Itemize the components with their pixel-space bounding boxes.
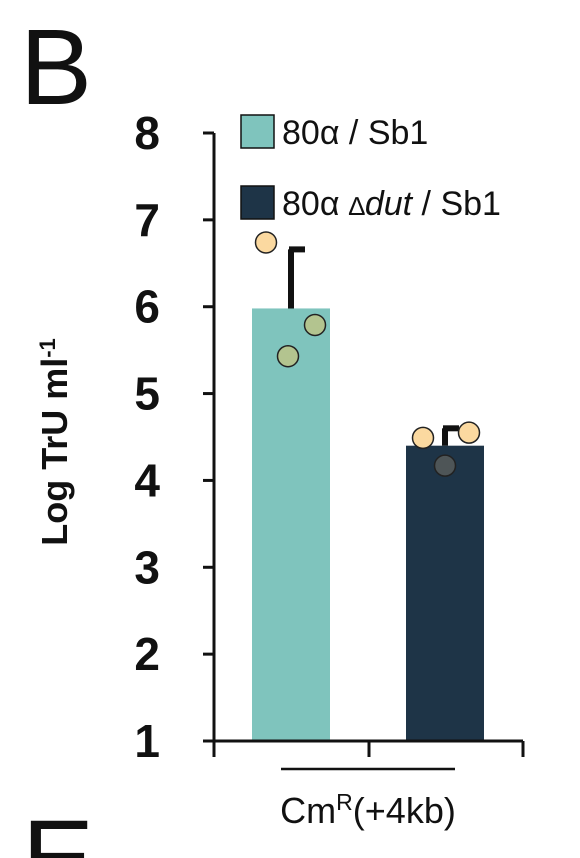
y-axis-ticks: 1 2 3 4 5 6 7 8 — [134, 107, 214, 767]
legend-label-wild-type: 80α / Sb1 — [282, 114, 428, 152]
y-tick-label: 2 — [134, 628, 160, 680]
next-panel-letter: E — [22, 797, 94, 858]
legend-label-dut-mutant: 80α ∆dut / Sb1 — [282, 185, 501, 223]
y-tick-label: 5 — [134, 368, 160, 420]
data-point — [457, 421, 481, 444]
data-point — [411, 426, 435, 450]
legend-swatch-dut-mutant — [240, 185, 275, 220]
error-bars — [288, 246, 459, 446]
y-tick-label: 7 — [134, 194, 160, 246]
y-tick-label: 1 — [134, 715, 160, 767]
bars — [252, 308, 484, 741]
y-tick-label: 8 — [134, 107, 160, 159]
bar — [406, 445, 484, 741]
legend-label-dut-prefix: 80α — [282, 185, 349, 223]
legend: 80α / Sb1 80α ∆dut / Sb1 — [240, 114, 501, 223]
data-point — [254, 231, 278, 254]
y-axis-title: Log TrU ml-1 — [34, 338, 75, 546]
data-points — [254, 231, 481, 477]
y-axis-title-main: Log TrU ml — [34, 358, 75, 546]
data-point — [276, 344, 300, 368]
y-tick-label: 3 — [134, 541, 160, 593]
x-label-suffix: (+4kb) — [353, 790, 456, 831]
legend-label-dut-suffix: / Sb1 — [412, 185, 501, 223]
legend-swatch-wild-type — [240, 114, 275, 149]
legend-label-delta-symbol: ∆ — [349, 191, 365, 221]
panel-letter: B — [20, 6, 92, 127]
y-axis-title-superscript: -1 — [35, 338, 60, 358]
x-label-main: Cm — [280, 790, 336, 831]
x-group-label: CmR(+4kb) — [280, 789, 456, 831]
y-tick-label: 4 — [134, 454, 160, 506]
legend-label-wild-type-text: 80α / Sb1 — [282, 114, 428, 152]
data-point — [433, 454, 457, 477]
legend-label-dut-gene: dut — [365, 185, 414, 223]
bar — [252, 308, 330, 741]
data-point — [303, 313, 327, 337]
y-tick-label: 6 — [134, 281, 160, 333]
x-label-superscript: R — [336, 789, 353, 815]
